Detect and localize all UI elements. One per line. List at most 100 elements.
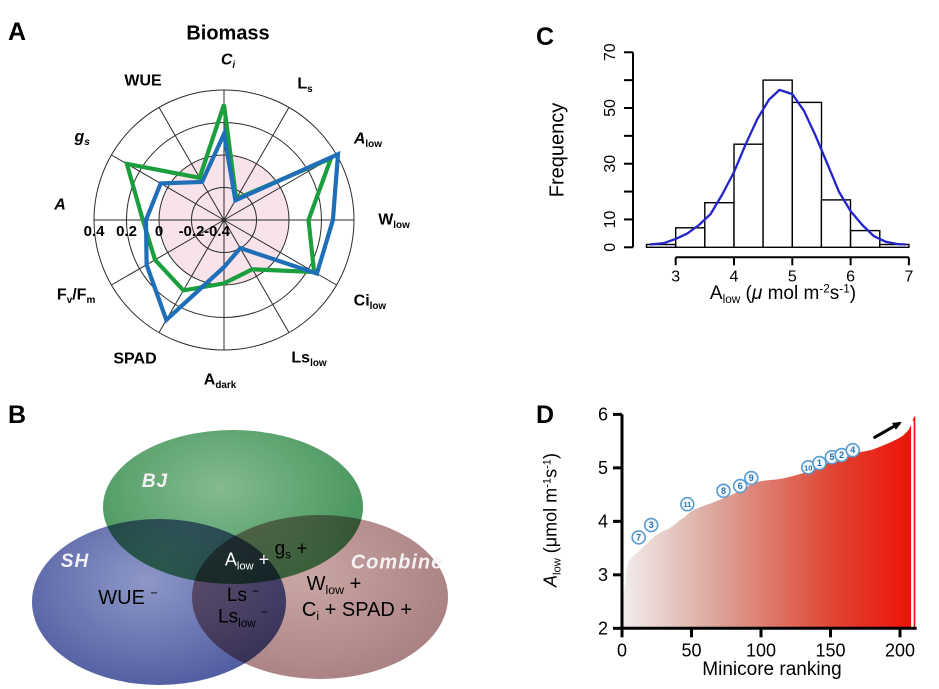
text-segment: A [709,283,723,304]
radar-axis-label-lslow: Lslow [291,350,326,369]
panel-b-venn: B BJ SH Combine WUE − gs + Alow + Ls − Lslow − W… [0,380,470,689]
text-segment: ) [540,453,561,460]
accession-marker-circle [845,442,861,458]
venn-set-name-combine: Combine [350,551,444,574]
text-segment: − [252,584,260,598]
hist-bar [762,79,793,248]
text-segment: s [285,548,292,562]
ranking-x-tick-label: 50 [681,640,701,660]
text-segment: low [325,583,345,598]
text-segment: low [551,558,564,575]
ranking-y-tick-label: 6 [598,404,608,424]
text-segment: s [540,468,561,478]
radar-axis-label-ls: Ls [297,75,313,96]
text-segment: v [66,295,73,307]
hist-y-tick-label: 70 [602,43,619,61]
radar-title: Biomass [186,22,270,45]
text-segment: SPAD [113,350,157,368]
text-segment: s [84,137,90,149]
text-segment: F [56,286,67,304]
hist-bar [704,201,735,248]
venn-set-combine [192,515,448,679]
hist-y-tick-label: 30 [602,155,619,173]
radar-axis-label-wlow: Wlow [378,211,410,232]
text-segment: ( [740,283,752,304]
accession-marker-number: 1 [817,458,822,468]
hist-x-tick-label: 7 [904,268,913,285]
radar-axis-label-alow: Alow [353,130,382,151]
hist-x-axis-title: Alow (μ mol m-2s-1) [709,282,856,307]
accession-marker-number: 11 [683,500,691,509]
text-segment: μ [751,283,763,304]
radar-axis-label-spad: SPAD [113,351,156,368]
text-segment: A [353,130,366,148]
hist-x-tick-label: 5 [788,268,797,285]
accession-marker-number: 2 [839,450,844,460]
accession-marker-number: 7 [636,532,641,542]
text-segment: mol m [762,283,820,304]
hist-bar [791,101,823,248]
venn-region-label-bj-combine: gs + [275,538,308,561]
panel-letter-a: A [8,18,27,46]
panel-letter-c: C [536,23,555,51]
text-segment: C [220,51,233,69]
histogram-chart: 0 10 30 50 70 3 4 5 6 7 [602,43,913,285]
accession-marker-circle [716,483,731,499]
text-segment: (μmol m [540,487,561,559]
text-segment: /F [72,286,87,304]
radar-axis-label-ci: Ci [220,51,236,72]
text-segment: -1 [839,282,850,296]
text-segment: i [316,609,320,624]
venn-set-name-sh: SH [60,551,90,572]
text-segment: i [232,60,236,72]
accession-marker-number: 3 [649,520,654,530]
ranking-y-tick-label: 4 [598,511,608,531]
ranking-area-fill [622,416,916,629]
text-segment: + [291,538,308,560]
text-segment: + [344,572,362,595]
accession-marker-circle [631,530,646,545]
text-segment: g [274,538,286,560]
radar-chart: 0.4 0.2 0 -0.2 -0.4 [84,89,355,351]
hist-y-tick-label: 50 [602,99,619,117]
trend-arrow [872,421,902,440]
hist-y-tick-label: 10 [602,210,619,228]
hist-x-tick-label: 4 [730,268,739,285]
radar-scale-tick-label: 0 [155,223,163,240]
radar-axis-label-gs: gs [74,129,90,149]
radar-axis-label-adark: Adark [203,371,237,392]
ranking-x-tick-label: 200 [885,640,915,660]
radar-scale-tick-label: -0.4 [204,223,231,240]
ranking-y-tick-label: 5 [598,458,608,478]
text-segment: A [540,574,561,587]
hist-y-axis-title: Frequency [546,102,569,198]
panel-letter-b: B [8,401,27,429]
text-segment: W [378,211,394,229]
panel-c-histogram: C 0 10 30 50 70 3 4 5 6 7 Frequency Alow (μ mol m… [470,0,939,309]
hist-bar [849,229,881,249]
hist-density-curve [649,88,907,246]
accession-marker-circle [732,478,748,494]
text-segment: s [307,84,313,96]
text-segment: + [253,549,270,570]
radar-axis-label-wue: WUE [124,73,161,91]
radar-scale-tick-label: 0.4 [84,223,106,240]
ranking-y-tick-label: 3 [598,565,608,585]
text-segment: s [829,283,840,304]
text-segment: Ls [218,606,239,628]
text-segment: WUE [98,586,151,609]
text-segment: − [261,606,268,620]
radar-spoke [223,219,290,333]
text-segment: low [722,293,741,307]
text-segment: L [297,75,308,93]
text-segment: A [203,371,216,389]
text-segment: A [224,549,237,570]
panel-a-radar: A Biomass 0.4 0.2 0 -0.2 -0.4 Ci Ls Alow Wlow Ci… [0,0,470,391]
venn-region-label-center: Alow + [225,550,269,573]
radar-axis-label-a: A [54,197,66,215]
ranking-x-tick-label: 0 [617,640,627,660]
text-segment: dark [215,380,237,392]
radar-scale-tick-label: 0.2 [116,223,137,240]
ranking-x-axis-title: Minicore ranking [702,659,842,681]
